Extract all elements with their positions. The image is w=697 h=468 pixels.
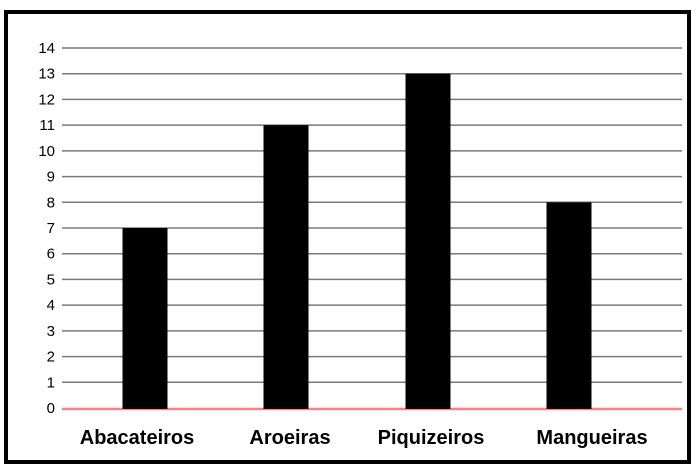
y-tick-label-10: 10: [38, 143, 55, 160]
bar-aroeiras: [263, 125, 309, 410]
y-tick-label-2: 2: [47, 349, 55, 366]
y-tick-label-14: 14: [38, 40, 55, 57]
y-tick-label-11: 11: [39, 117, 55, 134]
bar-abacateiros: [122, 228, 168, 409]
y-tick-label-5: 5: [47, 271, 55, 288]
y-tick-label-13: 13: [38, 66, 55, 83]
y-tick-label-4: 4: [47, 297, 55, 314]
y-tick-label-8: 8: [47, 194, 55, 211]
x-tick-label-aroeiras: Aroeiras: [249, 427, 330, 449]
y-tick-label-12: 12: [38, 91, 55, 108]
y-tick-label-3: 3: [47, 323, 55, 340]
y-tick-label-6: 6: [47, 246, 55, 263]
y-tick-label-7: 7: [47, 220, 55, 237]
x-tick-label-piquizeiros: Piquizeiros: [378, 427, 485, 449]
x-axis-ticks: Abacateiros Aroeiras Piquizeiros Mangueiras: [80, 427, 648, 449]
bars: [122, 73, 592, 410]
bar-mangueiras: [546, 202, 592, 409]
y-tick-label-0: 0: [47, 400, 55, 417]
y-tick-label-1: 1: [47, 374, 55, 391]
bar-piquizeiros: [405, 73, 451, 409]
y-tick-label-9: 9: [47, 169, 55, 186]
x-tick-label-mangueiras: Mangueiras: [536, 427, 647, 449]
x-tick-label-abacateiros: Abacateiros: [80, 427, 195, 449]
